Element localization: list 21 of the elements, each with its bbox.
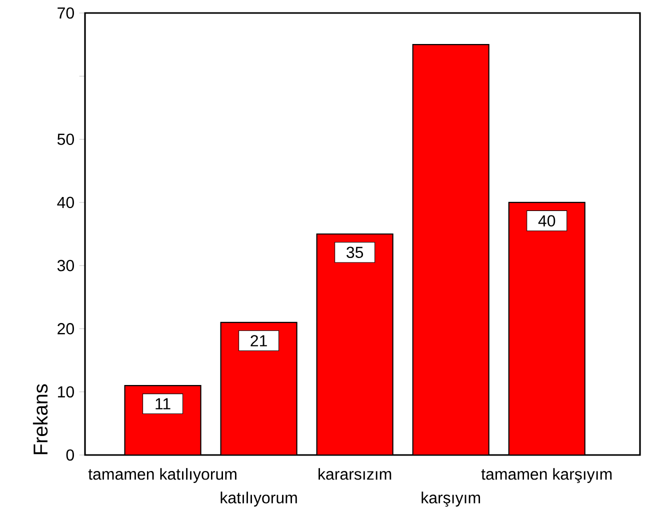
y-tick-label: 30 xyxy=(57,260,74,272)
x-tick-label: katılıyorum xyxy=(220,492,297,507)
bar xyxy=(220,322,297,456)
x-tick-label: tamamen katılıyorum xyxy=(88,468,236,483)
y-axis-title: Frekans xyxy=(32,384,48,454)
bar xyxy=(412,44,489,456)
data-label: 40 xyxy=(538,215,556,226)
data-label: 21 xyxy=(250,335,267,346)
x-tick-label: kararsızım xyxy=(318,468,392,480)
x-tick-label: karşıyım xyxy=(422,492,480,507)
y-tick-label: 50 xyxy=(57,134,74,145)
x-tick-label: tamamen karşıyım xyxy=(481,468,612,484)
data-label: 35 xyxy=(346,246,364,258)
y-tick-label: 20 xyxy=(58,323,74,334)
data-label: 11 xyxy=(156,398,170,410)
y-tick-label: 0 xyxy=(66,449,74,461)
bar xyxy=(316,234,393,456)
y-tick-label: 10 xyxy=(58,386,74,398)
bar xyxy=(508,202,586,456)
y-tick-label: 70 xyxy=(58,7,74,19)
y-tick-label: 40 xyxy=(57,196,74,208)
